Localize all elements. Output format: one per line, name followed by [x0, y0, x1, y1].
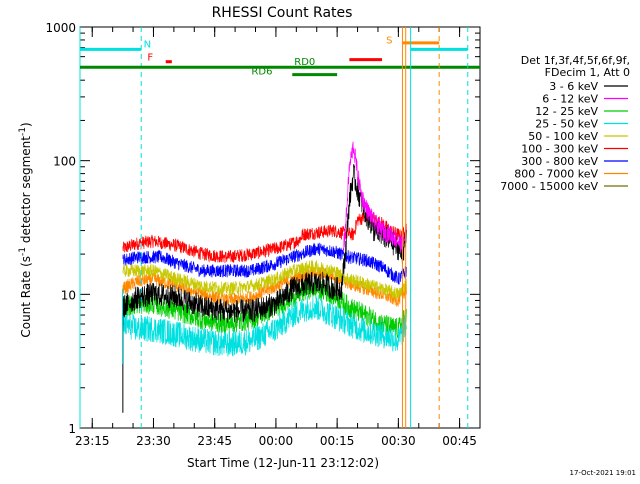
series-100to300keV-line: [122, 211, 407, 264]
series-25to50keV-line: [122, 294, 407, 357]
footer-timestamp: 17-Oct-2021 19:01: [570, 469, 636, 477]
series-300to800keV-line: [122, 242, 407, 285]
flag-label-rd6: RD6: [251, 67, 272, 78]
x-tick-label: 23:45: [197, 434, 232, 448]
legend-entry-label: 3 - 6 keV: [549, 80, 598, 93]
x-axis-label: Start Time (12-Jun-11 23:12:02): [187, 456, 379, 470]
legend: Det 1f,3f,4f,5f,6f,9f,FDecim 1, Att 03 -…: [500, 54, 630, 193]
series-50to100keV-line: [122, 259, 407, 300]
x-tick-label: 00:45: [442, 434, 477, 448]
y-axis-label-part: Count Rate (s: [19, 256, 33, 338]
y-axis-label-part: ): [19, 122, 33, 127]
legend-entry-label: 6 - 12 keV: [542, 93, 598, 106]
series-3to6keV-line: [122, 164, 407, 323]
y-tick-label: 1: [68, 422, 76, 436]
legend-entry-label: 50 - 100 keV: [528, 130, 598, 143]
legend-entry-label: 100 - 300 keV: [521, 143, 598, 156]
x-tick-label: 23:15: [75, 434, 110, 448]
flag-label-s: S: [386, 36, 392, 47]
legend-entry-label: 25 - 50 keV: [535, 118, 598, 131]
legend-entry-label: 7000 - 15000 keV: [500, 180, 598, 193]
y-tick-label: 100: [53, 155, 76, 169]
legend-header-line: Det 1f,3f,4f,5f,6f,9f,: [521, 54, 630, 67]
y-axis-label-part: -1: [18, 247, 28, 256]
x-tick-label: 00:30: [381, 434, 416, 448]
chart-title: RHESSI Count Rates: [212, 5, 353, 21]
x-tick-label: 00:15: [320, 434, 355, 448]
legend-entry-label: 300 - 800 keV: [521, 155, 598, 168]
x-tick-label: 00:00: [259, 434, 294, 448]
series-6to12keV-line: [342, 141, 407, 255]
legend-entry-label: 12 - 25 keV: [535, 105, 598, 118]
flag-label-f: F: [147, 53, 153, 64]
legend-entry-label: 800 - 7000 keV: [514, 168, 598, 181]
flag-label-n: N: [144, 40, 151, 51]
y-axis-label: Count Rate (s-1 detector segment-1): [18, 122, 33, 337]
x-tick-label: 23:30: [136, 434, 171, 448]
legend-header-line: FDecim 1, Att 0: [545, 66, 630, 79]
y-axis-label-part: -1: [18, 127, 28, 136]
flag-label-rd0: RD0: [294, 57, 315, 68]
y-tick-label: 10: [61, 288, 76, 302]
y-axis-label-part: detector segment: [19, 136, 33, 247]
y-tick-label: 1000: [45, 21, 76, 35]
